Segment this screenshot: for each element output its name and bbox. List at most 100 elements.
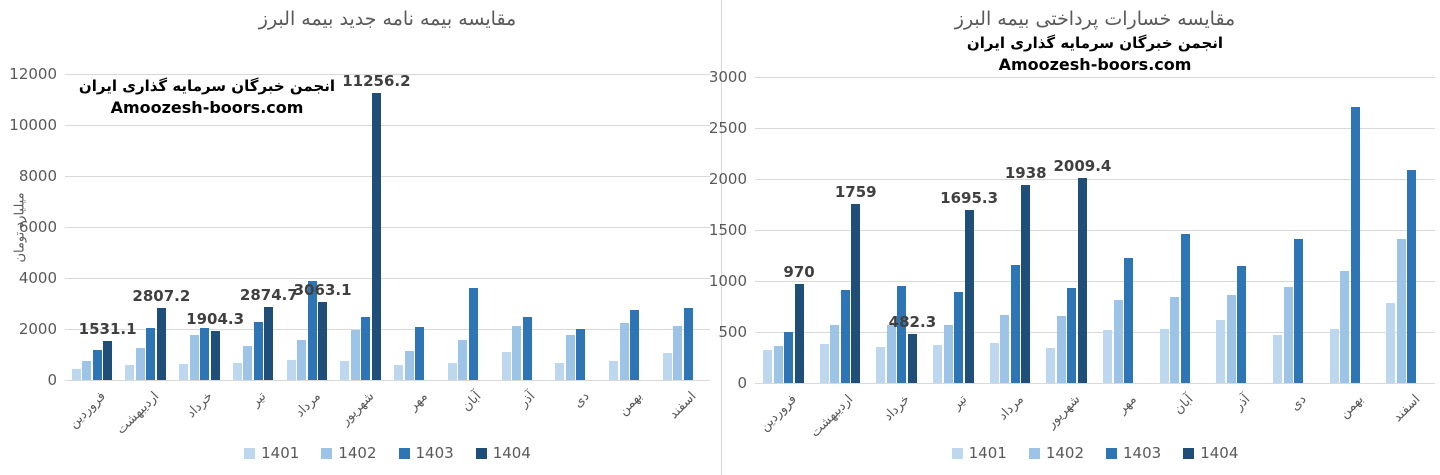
bar-1402-مهر [404, 350, 414, 380]
gridline [755, 229, 1435, 231]
x-axis-label-month: آذر [516, 389, 539, 411]
bar-1401-آذر [501, 351, 511, 380]
bar-1401-آبان [1159, 329, 1169, 383]
x-axis-label-month: مرداد [292, 389, 324, 421]
y-axis-tick-label: 500 [718, 323, 747, 341]
legend-item-1402: 1402 [321, 444, 377, 462]
bar-1401-مهر [1103, 330, 1113, 383]
x-axis-label-month: آبان [459, 389, 485, 415]
legend-label: 1403 [1123, 444, 1162, 462]
x-axis-labels-left: فروردین اردیبهشت خرداد تیر مرداد شهریور مهر آبا… [65, 384, 710, 446]
bar-1403-آبان [1180, 233, 1190, 383]
watermark-association-text: انجمن خبرگان سرمایه گذاری ایران [966, 34, 1224, 52]
data-label: 1904.3 [186, 310, 245, 329]
bar-1402-آذر [512, 325, 522, 380]
bar-1403-مهر [415, 326, 425, 380]
bar-1404-اردیبهشت [156, 308, 166, 380]
data-label: 482.3 [888, 312, 937, 331]
x-axis-label-month: مرداد [995, 392, 1027, 424]
y-axis-tick-label: 2000 [18, 320, 57, 338]
bar-1403-اردیبهشت [840, 289, 850, 383]
bar-1401-اسفند [1386, 302, 1396, 383]
bar-1402-مهر [1113, 299, 1123, 383]
x-axis-label-month: شهریور [337, 389, 378, 429]
bar-1403-آذر [1237, 266, 1247, 383]
x-axis-label-month: آبان [1171, 392, 1197, 418]
legend-label: 1404 [492, 444, 531, 462]
bar-1401-دی [555, 362, 565, 380]
bar-1402-آبان [458, 339, 468, 380]
bar-1404-خرداد [210, 331, 220, 380]
y-axis-tick-label: 2000 [708, 170, 747, 188]
x-axis-label-month: اردیبهشت [113, 389, 163, 438]
legend-label: 1402 [338, 444, 377, 462]
watermark-website-text: Amoozesh-boors.com [998, 55, 1192, 74]
bar-1402-اسفند [673, 325, 683, 380]
bar-1402-فروردین [82, 360, 92, 380]
legend-swatch-1403 [1106, 447, 1117, 459]
bar-1402-مرداد [297, 339, 307, 380]
y-axis-tick-label: 10000 [9, 116, 57, 134]
bar-1401-آذر [1216, 319, 1226, 383]
data-label: 970 [783, 263, 815, 282]
bar-1403-فروردین [784, 331, 794, 383]
x-axis-labels-right: فروردین اردیبهشت خرداد تیر مرداد شهریور مهر آبا… [755, 387, 1435, 449]
chart-panel-new-policies: مقایسه بیمه نامه جدید بیمه البرز انجمن خ… [9, 8, 710, 462]
gridline [65, 73, 710, 75]
bar-1403-اسفند [1407, 169, 1417, 383]
x-axis-label-month: بهمن [616, 389, 646, 419]
x-axis-label-month: اردیبهشت [808, 392, 857, 441]
legend-item-1404: 1404 [1183, 444, 1238, 462]
bar-1401-فروردین [763, 350, 773, 383]
panel-divider-line [721, 0, 722, 475]
gridline [65, 124, 710, 126]
bar-1403-اسفند [683, 308, 693, 380]
bar-1402-بهمن [1340, 271, 1350, 383]
x-axis-label-month: دی [1288, 392, 1310, 414]
bar-1402-شهریور [350, 330, 360, 380]
watermark-website-text: Amoozesh-boors.com [110, 98, 304, 117]
bar-1403-شهریور [361, 316, 371, 380]
legend-item-1402: 1402 [1028, 444, 1084, 462]
bar-1401-شهریور [1046, 348, 1056, 383]
bar-1404-مرداد [1021, 185, 1031, 383]
bar-1404-اردیبهشت [851, 203, 861, 383]
y-axis-tick-label: 2500 [708, 119, 747, 137]
x-axis-label-month: خرداد [881, 392, 914, 425]
bar-1401-مهر [394, 364, 404, 380]
x-axis-label-month: تیر [248, 389, 270, 411]
plot-area-left: 0 2000 4000 6000 8000 10000 12000 1531.1 2807.2 1… [9, 65, 710, 389]
bar-1404-فروردین [794, 284, 804, 383]
gridline [65, 175, 710, 177]
legend-item-1401: 1401 [244, 444, 299, 462]
data-label: 1759 [834, 182, 877, 201]
bar-1402-اسفند [1396, 238, 1406, 383]
watermark-right: انجمن خبرگان سرمایه گذاری ایران Amoozesh… [755, 33, 1435, 76]
legend-swatch-1401 [951, 447, 963, 459]
legend-swatch-1404 [475, 447, 487, 459]
bar-1401-خرداد [876, 346, 886, 383]
bar-1403-دی [576, 329, 586, 380]
legend-label: 1404 [1200, 444, 1239, 462]
x-axis-label-month: دی [570, 389, 593, 411]
y-axis-tick-label: 12000 [9, 65, 57, 83]
gridline [65, 277, 710, 279]
x-axis-label-month: اسفند [666, 389, 700, 423]
bar-1403-بهمن [1350, 106, 1360, 383]
chart-panel-paid-losses: مقایسه خسارات پرداختی بیمه البرز انجمن خ… [709, 0, 1440, 475]
bar-1402-فروردین [773, 346, 783, 383]
bar-1402-تیر [243, 345, 253, 380]
chart-title-right: مقایسه خسارات پرداختی بیمه البرز [954, 8, 1236, 30]
legend-swatch-1404 [1183, 447, 1195, 459]
bar-1404-تیر [964, 210, 974, 383]
bar-1401-بهمن [609, 360, 619, 380]
bar-1402-مرداد [1000, 314, 1010, 383]
bar-1402-آبان [1170, 297, 1180, 383]
bar-1404-فروردین [103, 340, 113, 380]
bar-1403-تیر [954, 291, 964, 383]
bar-1402-تیر [943, 324, 953, 383]
bar-1403-آذر [522, 316, 532, 380]
y-axis-tick-label: 0 [737, 374, 747, 392]
legend-label: 1402 [1045, 444, 1084, 462]
gridline [755, 280, 1435, 282]
